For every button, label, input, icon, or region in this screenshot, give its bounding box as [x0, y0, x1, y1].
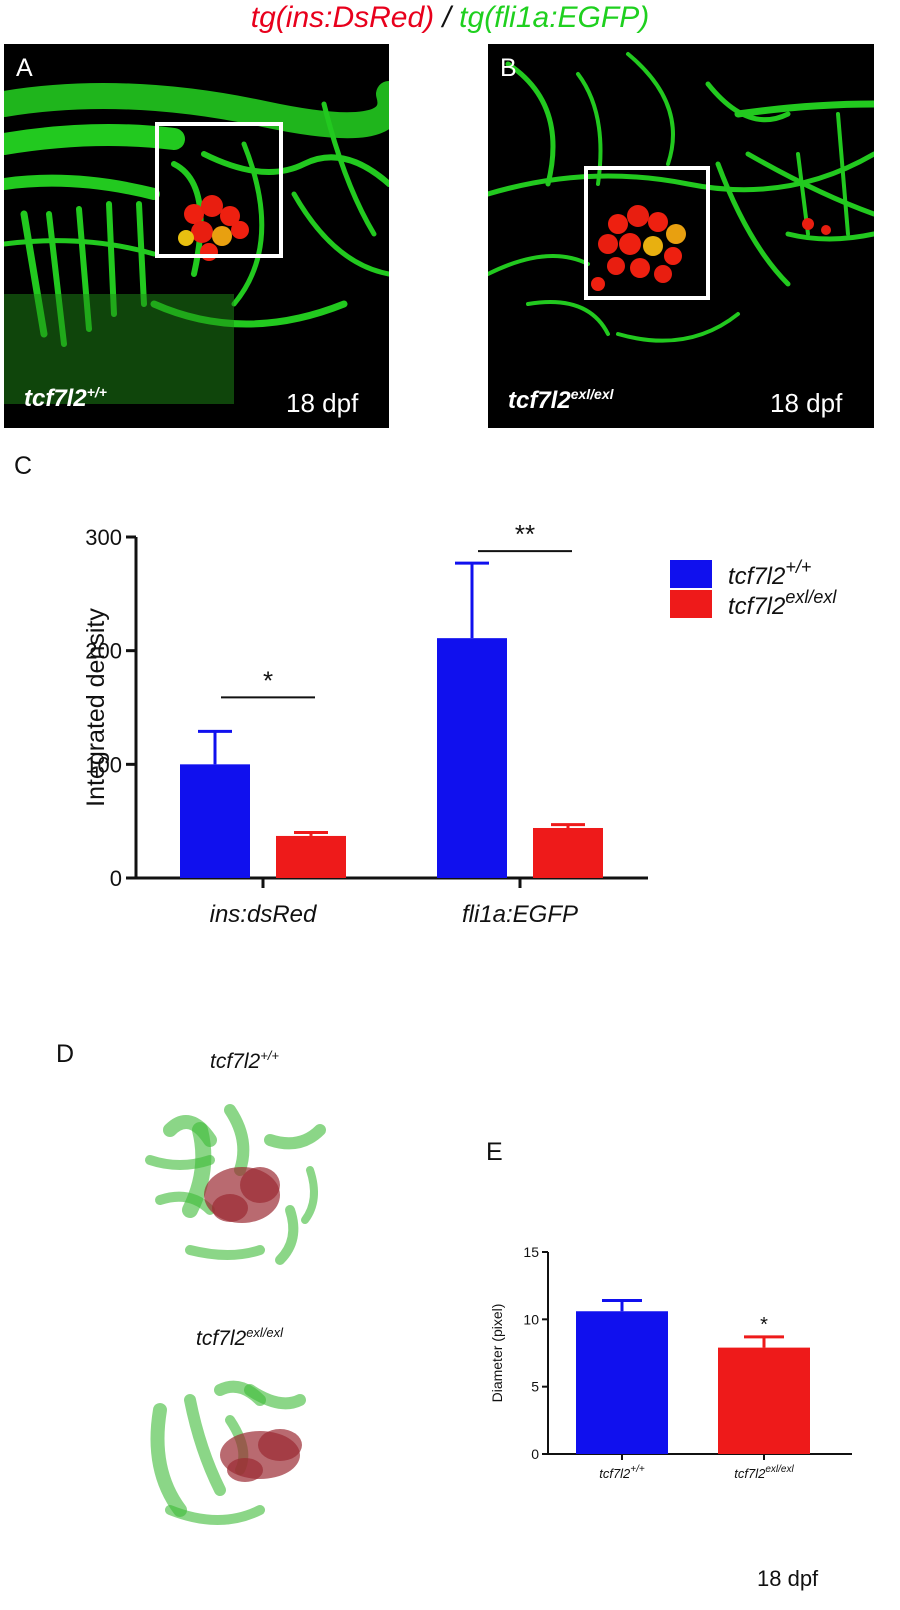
c-bar-wildtype: [180, 764, 250, 878]
e-y-tick-label: 15: [523, 1244, 539, 1260]
e-x-tick-label-base: tcf7l2: [734, 1466, 766, 1481]
panel-a-genotype: tcf7l2+/+: [24, 384, 107, 413]
panel-d-bottom-islet: [220, 1429, 302, 1482]
panel-a-genotype-sup: +/+: [86, 384, 107, 400]
panel-b-letter: B: [500, 54, 517, 82]
panel-d-top-render: [145, 1104, 326, 1265]
panel-b-islet: [591, 205, 831, 291]
c-legend-label-wildtype-base: tcf7l2: [728, 563, 785, 590]
c-legend-label-wildtype-sup: +/+: [785, 557, 811, 577]
e-x-tick-label-sup: exl/exl: [765, 1464, 794, 1475]
panel-d-bottom-label-base: tcf7l2: [196, 1327, 247, 1350]
figure-title-separator: /: [434, 1, 460, 34]
panel-c-chart: 0 100 200 300 Integrated density ins:dsRed * fl…: [82, 519, 837, 928]
c-y-tick-label: 200: [85, 639, 122, 664]
c-bar-mutant: [276, 835, 346, 878]
c-legend-label-mutant: tcf7l2exl/exl: [728, 587, 837, 620]
e-x-tick-label: tcf7l2+/+: [599, 1464, 645, 1481]
e-x-tick-label-base: tcf7l2: [599, 1466, 631, 1481]
panel-b-micrograph: B tcf7l2exl/exl 18 dpf: [488, 44, 874, 428]
panel-a-image: [4, 81, 389, 404]
c-x-tick-label: fli1a:EGFP: [462, 901, 578, 928]
c-y-axis-label: Integrated density: [82, 608, 110, 807]
figure-title-green: tg(fli1a:EGFP): [459, 1, 650, 34]
panel-a-islet: [178, 195, 249, 261]
c-legend-swatch-wildtype: [670, 560, 712, 588]
panel-a-genotype-base: tcf7l2: [24, 385, 87, 412]
c-legend-swatch-mutant: [670, 590, 712, 618]
c-y-tick-label: 100: [85, 752, 122, 777]
panel-b-image: [488, 52, 874, 343]
panel-d-top-label-base: tcf7l2: [210, 1050, 261, 1073]
panel-d-bottom-render: [150, 1380, 306, 1525]
c-legend-label-mutant-sup: exl/exl: [785, 587, 837, 607]
panel-b-genotype: tcf7l2exl/exl: [508, 386, 614, 415]
panel-d-bottom-label: tcf7l2exl/exl: [196, 1325, 283, 1351]
c-significance-mark: *: [263, 665, 273, 695]
panel-d-top-label: tcf7l2+/+: [210, 1048, 279, 1074]
e-bar-mutant: [718, 1347, 810, 1454]
panel-a-roi-box: [155, 122, 283, 258]
c-significance-mark: **: [515, 519, 535, 549]
panel-b-genotype-sup: exl/exl: [570, 386, 614, 402]
c-y-tick-label: 300: [85, 525, 122, 550]
c-bar-mutant: [533, 827, 603, 878]
panel-e-letter: E: [486, 1138, 503, 1166]
c-x-tick-label: ins:dsRed: [210, 901, 317, 928]
panel-a-stage: 18 dpf: [286, 388, 359, 418]
panel-b-genotype-base: tcf7l2: [508, 387, 571, 414]
e-x-tick-label: tcf7l2exl/exl: [734, 1464, 794, 1481]
panel-a-micrograph: A tcf7l2+/+ 18 dpf: [4, 44, 389, 428]
e-bar-wildtype: [576, 1311, 668, 1454]
panel-b-roi-box: [584, 166, 710, 300]
c-legend-label-mutant-base: tcf7l2: [728, 593, 785, 620]
e-y-axis-label: Diameter (pixel): [489, 1304, 505, 1403]
panel-a-letter: A: [16, 54, 33, 82]
c-legend-label-wildtype: tcf7l2+/+: [728, 557, 811, 590]
panel-d-top-islet: [204, 1167, 280, 1223]
e-significance-mark: *: [760, 1314, 768, 1336]
c-bar-wildtype: [437, 638, 507, 878]
panel-e-footer: 18 dpf: [757, 1566, 819, 1591]
e-y-tick-label: 5: [531, 1379, 539, 1395]
panel-d-bottom-label-sup: exl/exl: [246, 1325, 284, 1340]
c-y-tick-label: 0: [110, 866, 122, 891]
panel-d-letter: D: [56, 1040, 75, 1068]
panel-d-top-label-sup: +/+: [260, 1048, 279, 1063]
e-x-tick-label-sup: +/+: [630, 1464, 645, 1475]
panel-b-stage: 18 dpf: [770, 388, 843, 418]
figure-title: tg(ins:DsRed) / tg(fli1a:EGFP): [0, 0, 900, 36]
panel-c-letter: C: [14, 452, 33, 480]
figure-title-red: tg(ins:DsRed): [250, 1, 435, 34]
e-y-tick-label: 10: [523, 1311, 539, 1327]
e-y-tick-label: 0: [531, 1446, 539, 1462]
